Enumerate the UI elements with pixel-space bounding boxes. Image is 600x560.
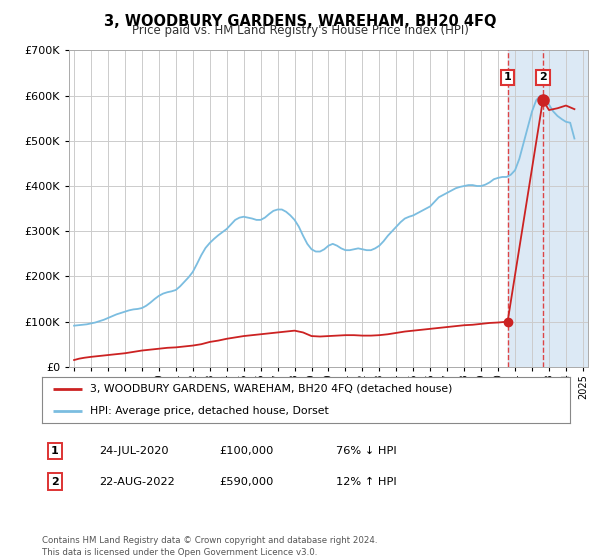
Text: 24-JUL-2020: 24-JUL-2020 — [99, 446, 169, 456]
Text: Contains HM Land Registry data © Crown copyright and database right 2024.
This d: Contains HM Land Registry data © Crown c… — [42, 536, 377, 557]
Text: 76% ↓ HPI: 76% ↓ HPI — [336, 446, 397, 456]
Text: £590,000: £590,000 — [219, 477, 274, 487]
Text: 3, WOODBURY GARDENS, WAREHAM, BH20 4FQ (detached house): 3, WOODBURY GARDENS, WAREHAM, BH20 4FQ (… — [89, 384, 452, 394]
Text: 2: 2 — [539, 72, 547, 82]
Text: HPI: Average price, detached house, Dorset: HPI: Average price, detached house, Dors… — [89, 406, 328, 416]
Bar — [508, 50, 600, 367]
Text: 22-AUG-2022: 22-AUG-2022 — [99, 477, 175, 487]
Text: 1: 1 — [51, 446, 58, 456]
Text: 1: 1 — [504, 72, 511, 82]
Text: 2: 2 — [51, 477, 58, 487]
Text: 12% ↑ HPI: 12% ↑ HPI — [336, 477, 397, 487]
Text: £100,000: £100,000 — [219, 446, 274, 456]
Text: Price paid vs. HM Land Registry's House Price Index (HPI): Price paid vs. HM Land Registry's House … — [131, 24, 469, 37]
Text: 3, WOODBURY GARDENS, WAREHAM, BH20 4FQ: 3, WOODBURY GARDENS, WAREHAM, BH20 4FQ — [104, 14, 496, 29]
